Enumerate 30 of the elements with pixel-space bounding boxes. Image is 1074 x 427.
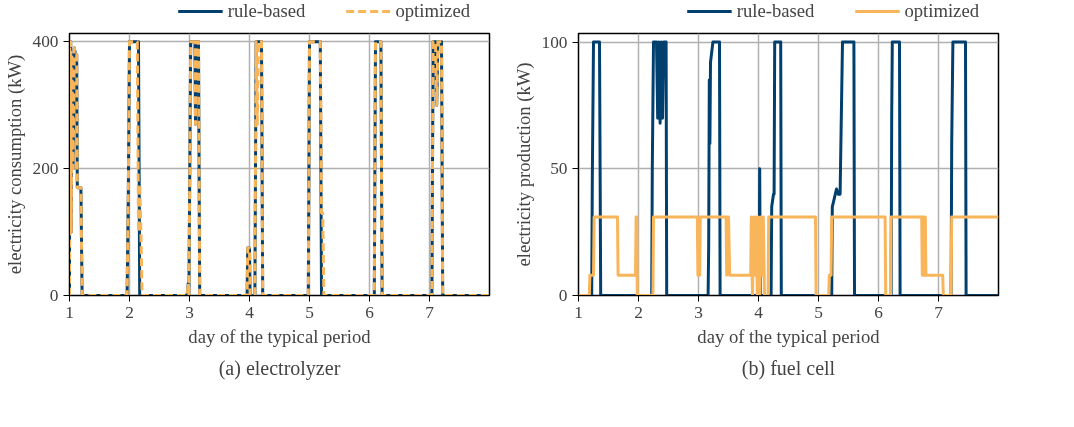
x-tick-label: 7	[425, 302, 435, 322]
y-tick-label: 50	[550, 159, 568, 179]
legend-label: optimized	[904, 0, 979, 22]
x-tick-label: 5	[305, 302, 314, 322]
x-tick-label: 6	[365, 302, 375, 322]
legend-label: optimized	[395, 0, 470, 22]
legend-label: rule-based	[736, 0, 815, 22]
y-tick-label: 0	[558, 286, 568, 305]
x-tick-label: 1	[574, 302, 583, 322]
y-tick-label: 100	[541, 32, 568, 52]
y-axis-title: electricity production (kW)	[512, 62, 535, 267]
text: (a) electrolyzer	[218, 356, 341, 380]
y-tick-label: 400	[32, 32, 59, 52]
legend-label: rule-based	[227, 0, 306, 22]
text: (b) fuel cell	[741, 356, 836, 380]
x-tick-label: 7	[934, 302, 944, 322]
x-tick-label: 2	[634, 302, 643, 322]
y-tick-label: 0	[49, 286, 59, 305]
x-tick-label: 6	[874, 302, 884, 322]
x-tick-label: 5	[814, 302, 823, 322]
x-tick-label: 2	[125, 302, 134, 322]
x-tick-label: 3	[185, 302, 194, 322]
x-tick-label: 4	[754, 302, 764, 322]
x-tick-label: 3	[694, 302, 703, 322]
y-tick-label: 200	[32, 159, 59, 179]
x-tick-label: 1	[65, 302, 74, 322]
x-axis-title: day of the typical period	[188, 325, 372, 347]
x-axis-title: day of the typical period	[697, 325, 881, 347]
y-axis-title: electricity consumption (kW)	[3, 54, 26, 275]
x-tick-label: 4	[245, 302, 255, 322]
